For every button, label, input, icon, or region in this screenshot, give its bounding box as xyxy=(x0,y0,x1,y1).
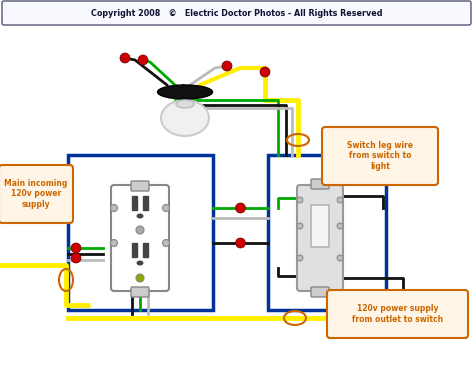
FancyBboxPatch shape xyxy=(2,1,471,25)
Text: Main incoming
120v power
supply: Main incoming 120v power supply xyxy=(4,179,68,209)
FancyBboxPatch shape xyxy=(311,205,329,247)
FancyBboxPatch shape xyxy=(297,185,343,291)
Circle shape xyxy=(297,255,303,261)
FancyBboxPatch shape xyxy=(131,287,149,297)
Circle shape xyxy=(110,240,118,247)
Circle shape xyxy=(138,55,148,65)
Ellipse shape xyxy=(137,260,144,266)
Bar xyxy=(132,196,137,210)
FancyBboxPatch shape xyxy=(131,181,149,191)
Circle shape xyxy=(297,223,303,229)
Circle shape xyxy=(222,61,232,71)
Circle shape xyxy=(337,255,343,261)
FancyBboxPatch shape xyxy=(0,165,73,223)
Text: Switch leg wire
from switch to
light: Switch leg wire from switch to light xyxy=(347,141,413,171)
FancyBboxPatch shape xyxy=(311,287,329,297)
Circle shape xyxy=(110,205,118,212)
Circle shape xyxy=(163,205,170,212)
Ellipse shape xyxy=(161,100,209,136)
Circle shape xyxy=(337,223,343,229)
FancyBboxPatch shape xyxy=(68,155,213,310)
Circle shape xyxy=(297,197,303,203)
FancyBboxPatch shape xyxy=(311,179,329,189)
Ellipse shape xyxy=(157,85,212,99)
Bar xyxy=(132,243,137,257)
FancyBboxPatch shape xyxy=(327,290,468,338)
Bar xyxy=(143,243,148,257)
Circle shape xyxy=(236,203,246,213)
Ellipse shape xyxy=(137,214,144,218)
Ellipse shape xyxy=(176,100,194,108)
Circle shape xyxy=(236,238,246,248)
FancyBboxPatch shape xyxy=(322,127,438,185)
Circle shape xyxy=(120,53,130,63)
Circle shape xyxy=(163,240,170,247)
Circle shape xyxy=(71,243,81,253)
Circle shape xyxy=(260,67,270,77)
FancyBboxPatch shape xyxy=(268,155,386,310)
Bar xyxy=(143,196,148,210)
Text: 120v power supply
from outlet to switch: 120v power supply from outlet to switch xyxy=(352,304,443,324)
Circle shape xyxy=(337,197,343,203)
FancyBboxPatch shape xyxy=(111,185,169,291)
Circle shape xyxy=(71,253,81,263)
Circle shape xyxy=(136,274,144,282)
Circle shape xyxy=(136,226,144,234)
Text: Copyright 2008   ©   Electric Doctor Photos - All Rights Reserved: Copyright 2008 © Electric Doctor Photos … xyxy=(91,9,383,17)
